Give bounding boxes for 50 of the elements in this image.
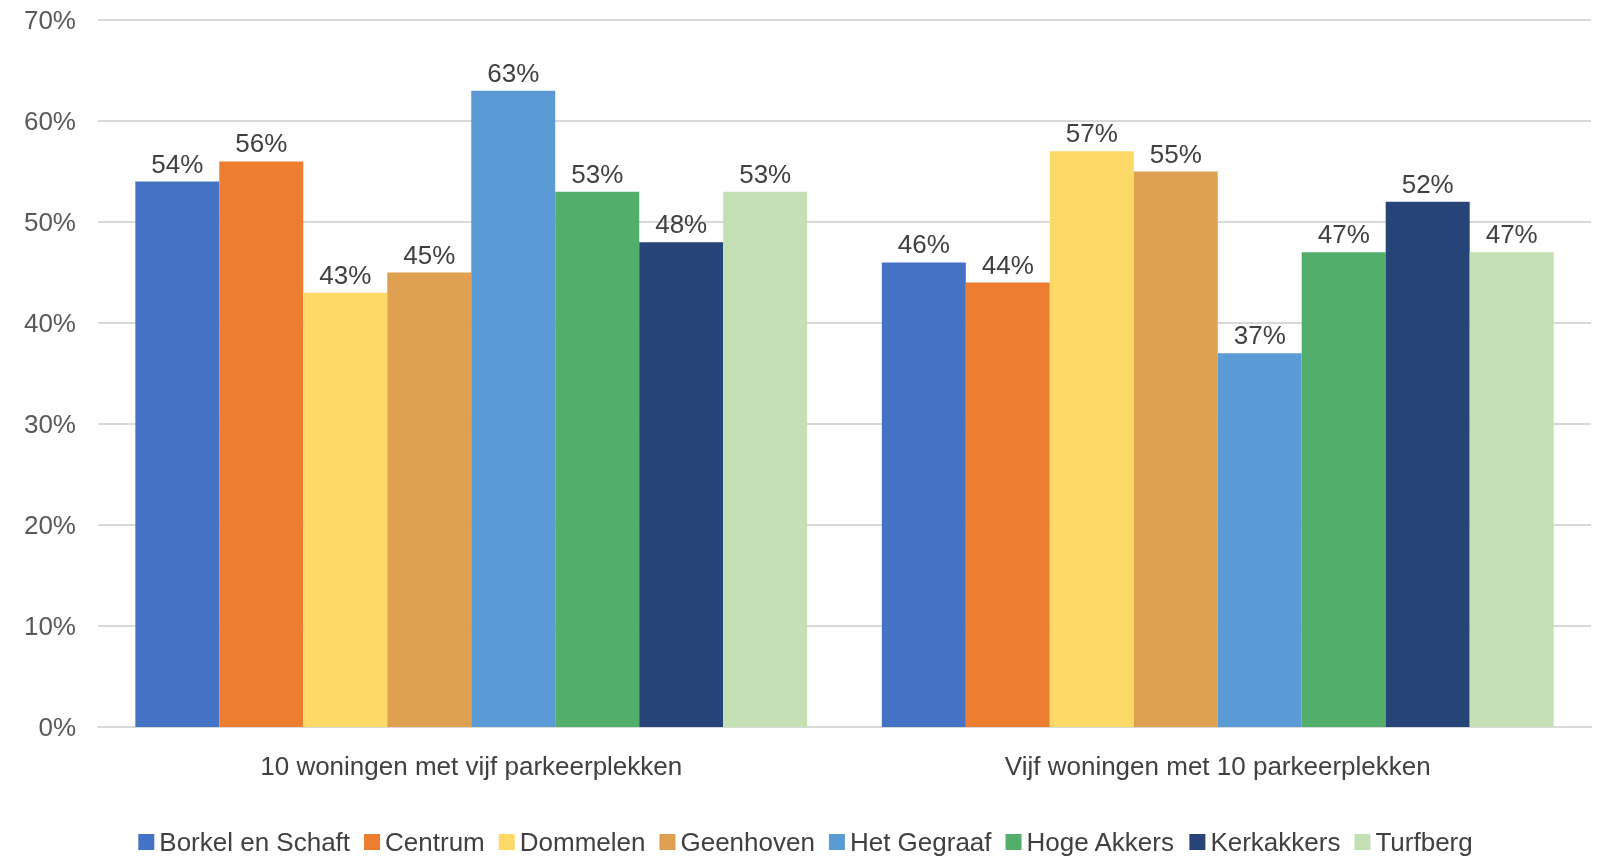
bar: [881, 262, 966, 727]
bar: [723, 191, 808, 727]
data-label: 54%: [151, 148, 204, 179]
data-label: 57%: [1065, 118, 1118, 149]
data-label: 45%: [403, 239, 456, 270]
data-label: 56%: [235, 128, 288, 159]
y-tick-label: 10%: [23, 611, 76, 641]
bar: [965, 282, 1050, 727]
data-label: 48%: [655, 209, 708, 240]
bar: [471, 90, 556, 727]
x-tick-label: 10 woningen met vijf parkeerplekken: [260, 751, 683, 781]
legend-label: Turfberg: [1375, 827, 1473, 857]
legend-label: Borkel en Schaft: [159, 827, 351, 857]
data-label: 37%: [1233, 320, 1286, 351]
bar: [555, 191, 640, 727]
legend-label: Hoge Akkers: [1026, 827, 1174, 857]
bar: [135, 181, 220, 727]
data-label: 63%: [487, 57, 540, 88]
y-tick-label: 60%: [23, 106, 76, 136]
data-label: 47%: [1485, 219, 1538, 250]
bar: [1133, 171, 1218, 727]
legend-label: Geenhoven: [680, 827, 815, 857]
bar: [1469, 252, 1554, 727]
y-tick-label: 30%: [23, 409, 76, 439]
bar: [387, 272, 472, 727]
data-label: 53%: [571, 158, 624, 189]
bar: [639, 242, 724, 727]
bar: [1049, 151, 1134, 727]
data-label: 52%: [1401, 168, 1454, 199]
data-label: 43%: [319, 259, 372, 290]
y-tick-label: 0%: [38, 712, 76, 742]
legend-label: Kerkakkers: [1210, 827, 1341, 857]
legend-label: Dommelen: [519, 827, 646, 857]
data-label: 55%: [1149, 138, 1202, 169]
legend-label: Het Gegraaf: [849, 827, 993, 857]
y-tick-label: 70%: [23, 5, 76, 35]
y-tick-label: 20%: [23, 510, 76, 540]
bar: [303, 292, 388, 727]
data-label: 47%: [1317, 219, 1370, 250]
y-tick-label: 40%: [23, 308, 76, 338]
bar: [219, 161, 304, 727]
y-tick-label: 50%: [23, 207, 76, 237]
data-label: 46%: [897, 229, 950, 260]
x-tick-label: Vijf woningen met 10 parkeerplekken: [1004, 751, 1431, 781]
legend-label: Centrum: [385, 827, 485, 857]
bar: [1385, 201, 1470, 727]
data-label: 44%: [981, 249, 1034, 280]
bar: [1301, 252, 1386, 727]
bar: [1217, 353, 1302, 727]
data-label: 53%: [739, 158, 792, 189]
